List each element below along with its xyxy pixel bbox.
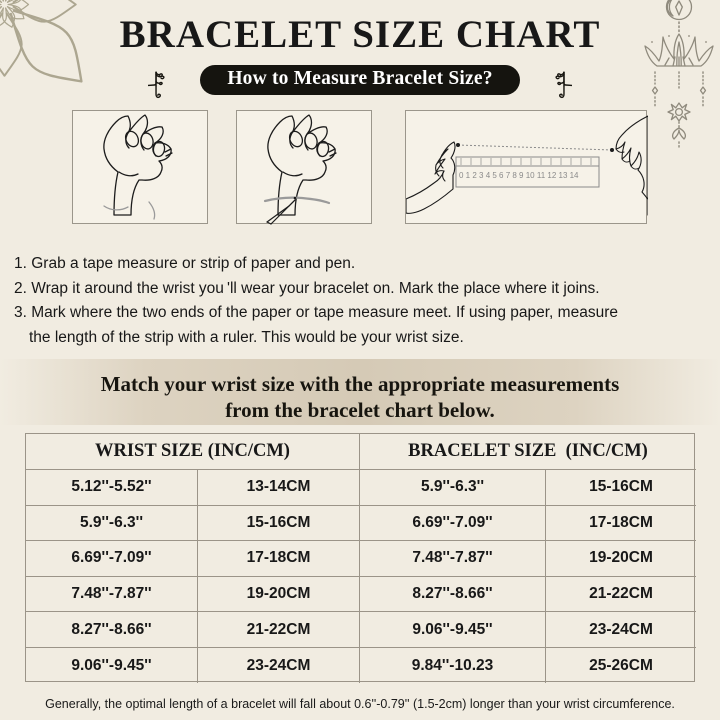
svg-text:0 1 2 3 4 5 6 7 8 9 10 11 12 1: 0 1 2 3 4 5 6 7 8 9 10 11 12 13 14 <box>459 171 579 180</box>
